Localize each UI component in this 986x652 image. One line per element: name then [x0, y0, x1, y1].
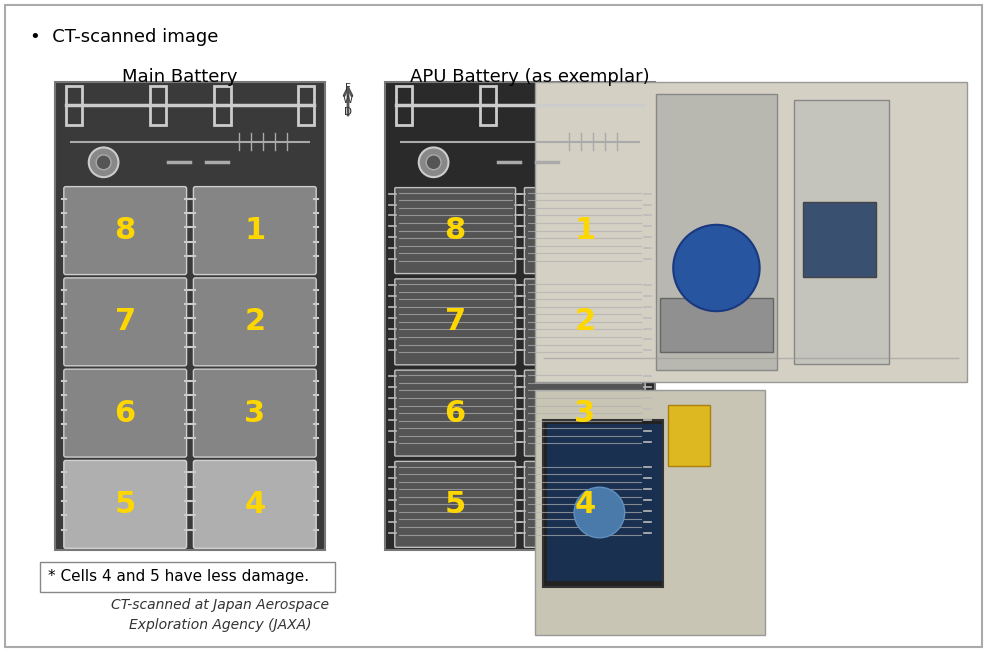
FancyBboxPatch shape — [394, 188, 515, 274]
Text: 3: 3 — [574, 398, 595, 428]
FancyBboxPatch shape — [794, 100, 888, 364]
FancyBboxPatch shape — [64, 278, 186, 366]
Text: 8: 8 — [444, 216, 465, 245]
Text: 4: 4 — [244, 490, 265, 519]
Circle shape — [89, 147, 118, 177]
FancyBboxPatch shape — [55, 82, 324, 550]
FancyBboxPatch shape — [656, 94, 776, 370]
Text: APU Battery (as exemplar): APU Battery (as exemplar) — [410, 68, 649, 86]
FancyBboxPatch shape — [64, 186, 186, 274]
FancyBboxPatch shape — [394, 370, 515, 456]
Text: 7: 7 — [444, 307, 465, 336]
Text: 2: 2 — [244, 307, 265, 336]
FancyBboxPatch shape — [193, 278, 316, 366]
Text: Main Battery: Main Battery — [122, 68, 238, 86]
FancyBboxPatch shape — [524, 370, 645, 456]
Circle shape — [574, 487, 624, 538]
FancyBboxPatch shape — [394, 462, 515, 547]
Text: 1: 1 — [244, 216, 265, 245]
FancyBboxPatch shape — [193, 460, 316, 548]
FancyBboxPatch shape — [64, 460, 186, 548]
FancyBboxPatch shape — [64, 369, 186, 457]
FancyBboxPatch shape — [5, 5, 981, 647]
Text: 4: 4 — [574, 490, 595, 519]
Text: 2: 2 — [574, 307, 595, 336]
Text: F
W
D: F W D — [342, 83, 353, 117]
Text: 7: 7 — [114, 307, 136, 336]
Circle shape — [418, 147, 448, 177]
FancyBboxPatch shape — [546, 424, 662, 581]
Text: 6: 6 — [444, 398, 465, 428]
Text: •  CT-scanned image: • CT-scanned image — [30, 28, 218, 46]
Circle shape — [672, 225, 759, 311]
FancyBboxPatch shape — [385, 82, 655, 550]
Text: 5: 5 — [114, 490, 136, 519]
FancyBboxPatch shape — [193, 369, 316, 457]
Text: 3: 3 — [244, 398, 265, 428]
FancyBboxPatch shape — [40, 562, 334, 592]
Text: 1: 1 — [574, 216, 595, 245]
Circle shape — [96, 155, 110, 170]
FancyBboxPatch shape — [524, 462, 645, 547]
Text: 8: 8 — [114, 216, 136, 245]
FancyBboxPatch shape — [524, 188, 645, 274]
FancyBboxPatch shape — [660, 298, 772, 352]
Text: 6: 6 — [114, 398, 136, 428]
FancyBboxPatch shape — [668, 405, 709, 466]
FancyBboxPatch shape — [193, 186, 316, 274]
FancyBboxPatch shape — [542, 420, 662, 587]
FancyBboxPatch shape — [524, 279, 645, 365]
Text: * Cells 4 and 5 have less damage.: * Cells 4 and 5 have less damage. — [48, 569, 309, 584]
FancyBboxPatch shape — [802, 202, 876, 277]
FancyBboxPatch shape — [534, 82, 966, 382]
Text: CT-scanned at Japan Aerospace
Exploration Agency (JAXA): CT-scanned at Japan Aerospace Exploratio… — [110, 598, 328, 632]
Circle shape — [426, 155, 441, 170]
FancyBboxPatch shape — [394, 279, 515, 365]
FancyBboxPatch shape — [534, 390, 764, 635]
Text: 5: 5 — [444, 490, 465, 519]
